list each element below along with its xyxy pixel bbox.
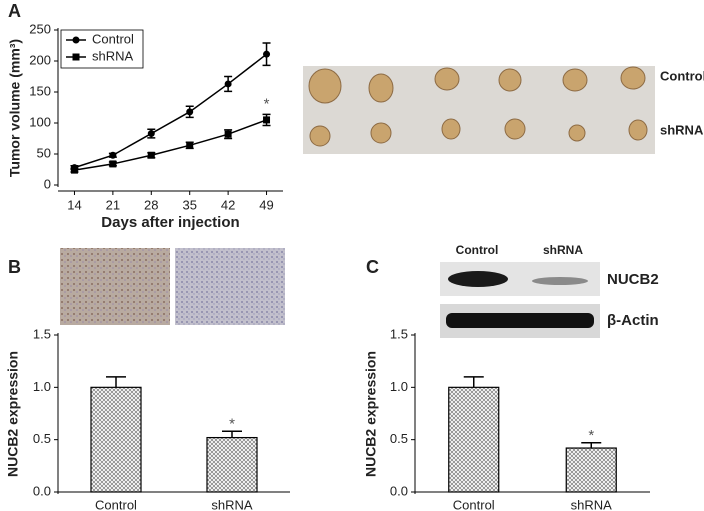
blot-row-label: β-Actin [607,312,659,329]
bar [90,386,142,493]
marker [224,130,232,138]
y-axis-title: NUCB2 expression [5,351,21,477]
panel-label: B [8,257,21,277]
marker [109,160,117,168]
x-axis-title: Days after injection [101,214,239,231]
y-tick-label: 1.5 [390,326,408,341]
y-tick-label: 250 [29,21,51,36]
y-tick-label: 1.5 [33,326,51,341]
bar [448,386,500,493]
marker [186,141,194,149]
x-tick-label: 35 [182,197,196,212]
blot-column-label: Control [456,243,499,257]
y-tick-label: 0.0 [33,483,51,498]
y-tick-label: 150 [29,83,51,98]
significance-mark: * [229,415,235,432]
significance-mark: * [264,95,270,112]
x-tick-label: shRNA [211,497,253,511]
marker [186,108,194,116]
y-tick-label: 0.5 [390,431,408,446]
panel-label: A [8,1,21,21]
blot-row-label: NUCB2 [607,271,659,288]
error-bar [222,430,242,438]
marker [263,116,271,124]
x-tick-label: Control [453,497,495,511]
tumor-photo [303,66,655,154]
y-tick-label: 0.0 [390,483,408,498]
legend-label: shRNA [92,48,134,63]
marker [70,166,78,174]
legend-label: Control [92,31,134,46]
series-line [74,53,267,169]
x-tick-label: 21 [106,197,120,212]
y-tick-label: 1.0 [33,379,51,394]
bar [206,436,258,493]
y-tick-label: 0 [44,176,51,191]
blot-column-label: shRNA [543,243,583,257]
x-tick-label: 28 [144,197,158,212]
error-bar [581,442,602,449]
series-line [74,119,267,171]
x-tick-label: 14 [67,197,81,212]
x-tick-label: 49 [259,197,273,212]
significance-mark: * [588,427,594,444]
legend-marker [72,36,80,44]
error-bar [463,376,484,388]
x-tick-label: Control [95,497,137,511]
x-tick-label: 42 [221,197,235,212]
image-label: shRNA [660,122,704,137]
y-tick-label: 0.5 [33,431,51,446]
marker [263,50,271,58]
error-bar [106,376,126,388]
ihc-image [60,248,170,325]
ihc-image [175,248,285,325]
western-blot [440,262,600,338]
y-axis-title: NUCB2 expression [363,351,379,477]
y-tick-label: 1.0 [390,379,408,394]
y-tick-label: 200 [29,52,51,67]
legend-box [60,29,144,69]
marker [147,151,155,159]
bar [565,447,617,493]
y-tick-label: 100 [29,114,51,129]
y-axis-title: Tumor volume (mm³) [7,39,23,177]
x-tick-label: shRNA [571,497,613,511]
panel-label: C [366,257,379,277]
y-tick-label: 50 [37,145,51,160]
image-label: Control [660,68,704,83]
marker [224,80,232,88]
marker [109,151,117,159]
marker [147,130,155,138]
legend-marker [72,53,80,61]
